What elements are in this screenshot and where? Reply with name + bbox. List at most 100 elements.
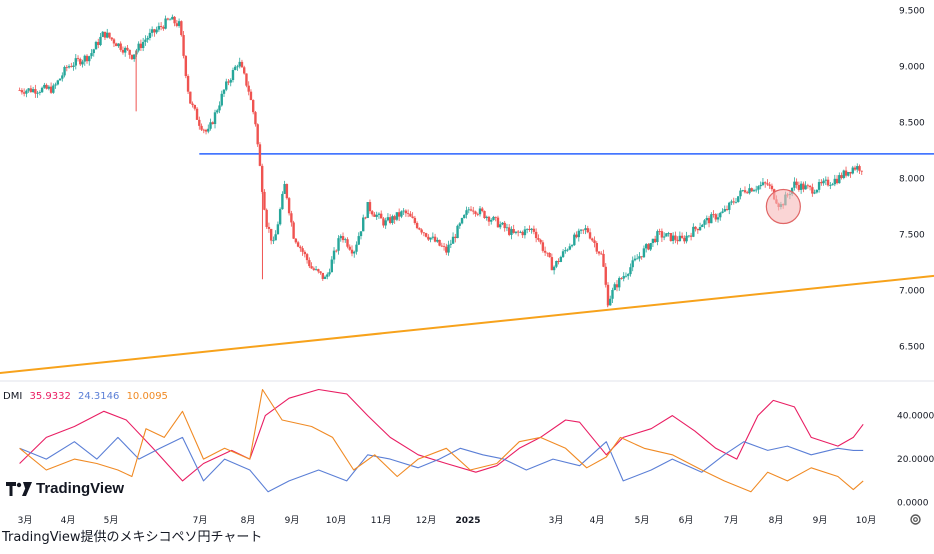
candle-body [541, 242, 545, 251]
candle-body [269, 228, 273, 241]
candle [591, 237, 594, 242]
candle [689, 232, 693, 241]
candle [121, 46, 125, 55]
candle [364, 216, 367, 220]
candle [494, 216, 497, 222]
candle [368, 199, 372, 214]
candle-body [168, 19, 172, 21]
candle-body [274, 234, 277, 241]
candle-body [768, 184, 771, 186]
candle [353, 250, 356, 258]
candle [465, 206, 468, 219]
dmi-axis[interactable]: 40.0000 20.0000 0.0000 [897, 412, 934, 509]
tradingview-logo[interactable]: TradingView [6, 480, 124, 497]
candle-body [474, 211, 477, 214]
candle [802, 181, 805, 193]
candle-body [326, 274, 329, 277]
candle-body [283, 184, 286, 194]
candle-body [653, 238, 657, 243]
settings-gear-icon[interactable] [909, 513, 922, 526]
candle [415, 221, 419, 230]
candle-body [505, 227, 509, 229]
candle [231, 67, 235, 83]
time-tick-label: 2025 [455, 516, 480, 526]
candle-body [83, 55, 86, 62]
candle-body [499, 224, 502, 228]
candle-body [570, 245, 574, 247]
candle [844, 166, 848, 178]
candle-body [411, 216, 414, 218]
candle-body [790, 187, 794, 195]
time-axis[interactable]: 3月 4月 5月 7月 8月 9月 10月 11月 12月 2025 3月 4月 5月 6月 7月 8月 9月 1… [18, 515, 877, 526]
candle [366, 201, 369, 219]
candle-body [573, 234, 576, 246]
candle-body [308, 260, 311, 267]
candle-body [391, 216, 394, 223]
candle [703, 219, 706, 229]
candle [822, 178, 825, 186]
candle-body [723, 209, 726, 212]
candle [272, 236, 275, 244]
candle [510, 226, 513, 240]
candle-body [409, 213, 412, 217]
candle-body [101, 31, 104, 37]
candle [584, 224, 587, 235]
candle [644, 243, 648, 253]
candle [25, 89, 28, 98]
candle-body [503, 222, 506, 229]
candle-body [263, 191, 266, 210]
candle-body [36, 92, 39, 94]
candle-body [229, 80, 232, 83]
candle-body [701, 224, 704, 228]
candle [483, 210, 486, 219]
candle [137, 41, 140, 53]
candle [447, 240, 450, 256]
candle [811, 183, 814, 197]
candle-body [615, 284, 619, 288]
candle [458, 222, 461, 229]
candle-body [579, 229, 583, 231]
candle-body [38, 92, 42, 93]
candle-body [323, 276, 327, 279]
candle [227, 78, 230, 86]
candle [413, 215, 417, 225]
candle [588, 228, 592, 240]
candle [503, 220, 506, 232]
candle-body [815, 189, 819, 193]
tradingview-logo-text: TradingView [36, 480, 125, 497]
candle-body [447, 244, 450, 253]
candle [622, 272, 625, 282]
candle-body [424, 233, 428, 237]
candle [521, 230, 524, 239]
time-tick-label: 9月 [813, 515, 828, 526]
candle [123, 46, 127, 57]
candle [377, 212, 381, 219]
di-minus-line [19, 436, 864, 493]
candle-body [162, 26, 165, 29]
candle-body [211, 122, 214, 125]
price-tick-label: 7.500 [899, 230, 925, 240]
candle-body [860, 170, 863, 172]
candle [730, 199, 733, 206]
candle [45, 83, 48, 90]
candle [81, 59, 84, 68]
candle [400, 210, 403, 219]
candle [395, 212, 399, 222]
price-axis[interactable]: 9.500 9.000 8.500 8.000 7.500 7.000 6.500 [899, 7, 925, 353]
candle [739, 187, 742, 200]
candle-body [546, 252, 549, 254]
time-tick-label: 10月 [326, 515, 346, 526]
candle-body [577, 230, 581, 238]
candle [65, 65, 69, 72]
candle [186, 74, 190, 94]
candle [523, 225, 527, 239]
candle [402, 208, 405, 216]
candle [209, 118, 212, 131]
candle-body [157, 26, 161, 30]
candle [180, 20, 183, 37]
candle [211, 121, 214, 125]
candle-body [43, 84, 46, 88]
candle-body [465, 210, 468, 215]
